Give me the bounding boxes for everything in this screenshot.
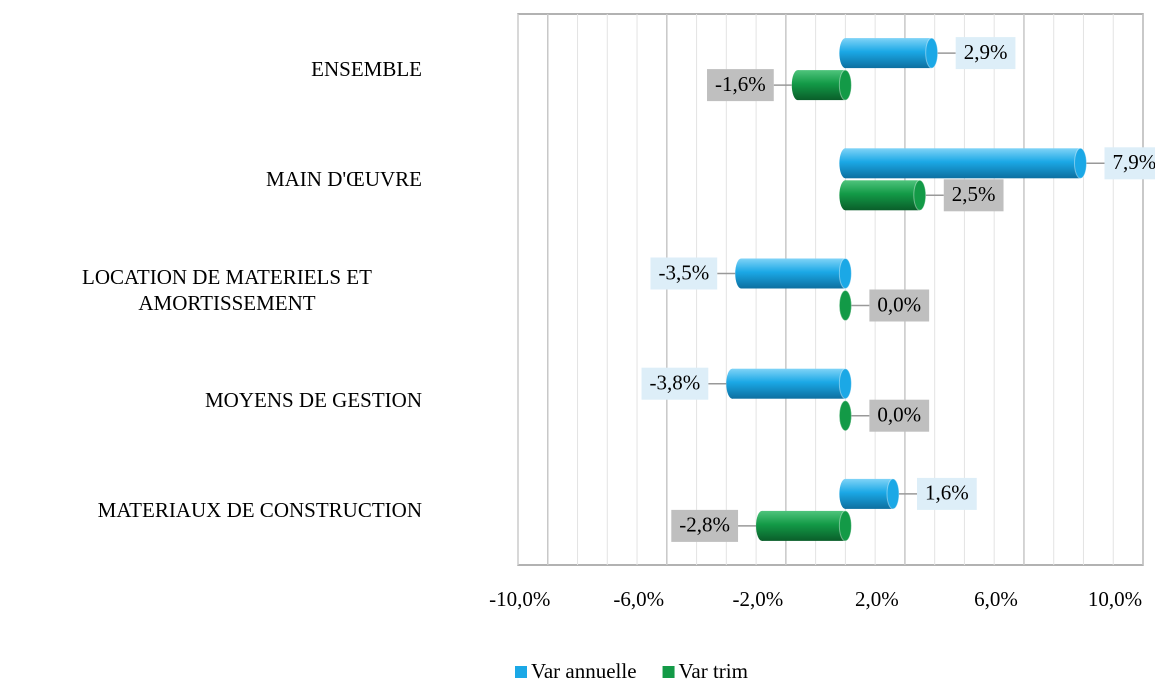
bar [839,478,900,510]
data-label: -3,5% [658,260,709,284]
data-label-bg [943,179,1004,212]
bar [839,179,927,211]
bar-body [845,180,920,211]
x-tick-label: -2,0% [732,587,783,611]
bar [735,258,852,289]
x-tick-label: 6,0% [974,587,1018,611]
y-tick-label: MAIN D'ŒUVRE [265,167,422,192]
bar-cap [838,510,852,542]
bar-cap [726,368,739,399]
y-tick-label: MOYENS DE GESTION [205,387,422,412]
bar-cap [838,400,852,432]
bar-cap [839,148,852,179]
data-label: 2,9% [964,40,1008,64]
bar-body [845,478,893,509]
bar-cap [839,180,852,211]
bar-body [845,148,1081,179]
bar-cap [838,368,852,400]
y-tick-label: LOCATION DE MATERIELS ET AMORTISSEMENT [82,264,372,315]
data-label: -2,8% [679,513,730,537]
data-label-bg [869,289,930,322]
bar [838,290,852,321]
data-label-bg [917,477,977,510]
bar-cap [838,258,852,289]
x-tick-label: 2,0% [855,587,899,611]
legend-label: Var annuelle [531,659,637,683]
bar-body [732,368,846,399]
legend-label: Var trim [679,659,748,683]
bar-body [845,38,932,69]
bar-body [741,258,846,289]
bar-cap [838,290,852,321]
data-label: -1,6% [715,72,766,96]
data-label-bg [1104,147,1155,180]
data-label: 0,0% [877,292,921,316]
bar-cap [735,258,748,289]
x-tick-label: 10,0% [1088,587,1142,611]
data-label-bg [869,399,930,432]
bar-cap [791,70,804,101]
bar-cap [839,38,852,69]
data-label: 7,9% [1113,150,1155,174]
bar [726,368,852,400]
data-label-bg [707,69,774,102]
bar-cap [1074,147,1087,179]
bar [756,510,852,542]
x-tick-label: -6,0% [613,587,664,611]
data-label-bg [641,367,709,400]
bar-cap [925,37,939,69]
x-tick-label: -10,0% [489,587,550,611]
legend-swatch [662,666,675,678]
bar [839,147,1087,179]
data-label: 2,5% [952,182,996,206]
bar-cap [913,179,927,211]
data-label-bg [650,257,718,290]
bar-cap [886,478,900,510]
bar-cap [838,69,852,101]
data-label: -3,8% [650,371,701,395]
bar-body [797,70,846,101]
data-label-bg [955,37,1016,70]
y-tick-label: MATERIAUX DE CONSTRUCTION [97,497,422,522]
data-label: 0,0% [877,403,921,427]
bar-cap [839,478,852,509]
bar-body [762,510,846,541]
legend-swatch [515,666,527,678]
bar-cap [756,510,769,541]
bar [839,37,939,69]
data-label: 1,6% [925,481,969,505]
bar [838,400,852,432]
data-label-bg [671,509,739,542]
bar [791,69,852,101]
y-tick-label: ENSEMBLE [311,57,422,82]
